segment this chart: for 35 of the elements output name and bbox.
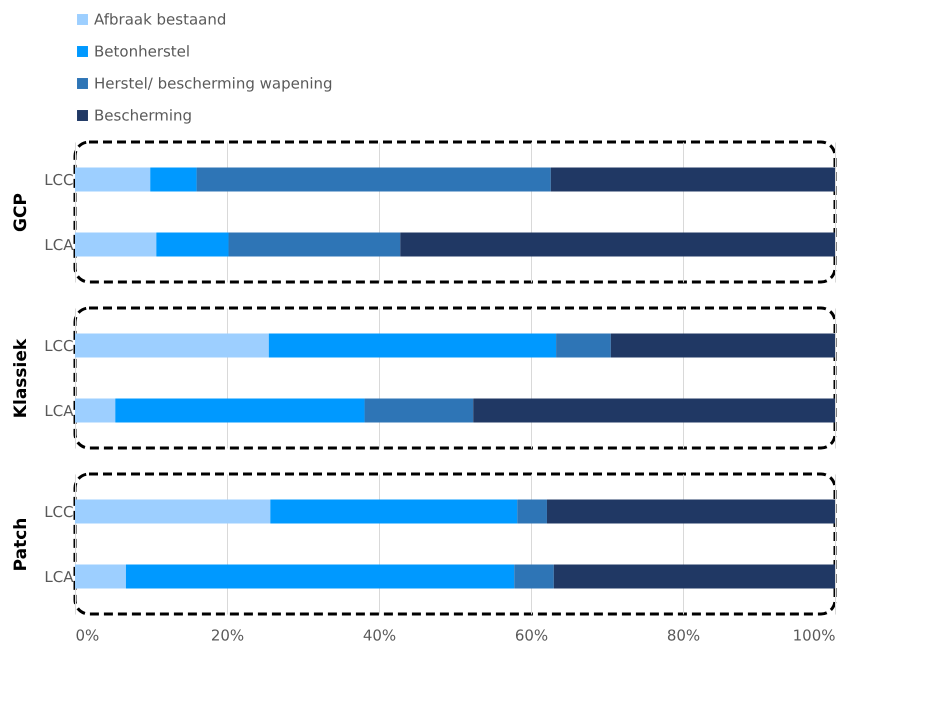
- bar: [115, 398, 365, 422]
- bar: [156, 232, 229, 256]
- x-tick-label: 100%: [792, 626, 836, 644]
- bar: [400, 232, 835, 256]
- y-tick-label: LCA: [44, 402, 74, 420]
- x-tick-label: 60%: [514, 626, 548, 644]
- y-tick-label: LCC: [44, 337, 74, 355]
- bar: [550, 168, 835, 192]
- x-tick-label: 20%: [210, 626, 244, 644]
- legend-label: Herstel/ bescherming wapening: [94, 74, 333, 92]
- legend-label: Bescherming: [94, 106, 192, 124]
- y-axis-title: Klassiek: [11, 338, 32, 418]
- bar: [364, 398, 474, 422]
- x-tick-label: 0%: [76, 626, 100, 644]
- bar: [196, 168, 551, 192]
- bar: [75, 232, 156, 256]
- y-axis-title: Patch: [11, 518, 32, 572]
- bar: [228, 232, 400, 256]
- bar: [473, 398, 835, 422]
- bar: [556, 334, 611, 358]
- x-tick-label: 40%: [362, 626, 396, 644]
- y-axis-title: GCP: [11, 193, 32, 232]
- bar: [75, 334, 269, 358]
- bar: [268, 334, 556, 358]
- bar: [75, 168, 150, 192]
- legend-label: Afbraak bestaand: [94, 10, 226, 28]
- y-tick-label: LCA: [44, 236, 74, 254]
- bar: [610, 334, 835, 358]
- bar: [150, 168, 197, 192]
- legend-label: Betonherstel: [94, 42, 190, 60]
- bar: [75, 398, 116, 422]
- y-tick-label: LCC: [44, 171, 74, 189]
- x-tick-label: 80%: [666, 626, 700, 644]
- y-tick-label: LCA: [44, 568, 74, 586]
- y-tick-label: LCC: [44, 503, 74, 521]
